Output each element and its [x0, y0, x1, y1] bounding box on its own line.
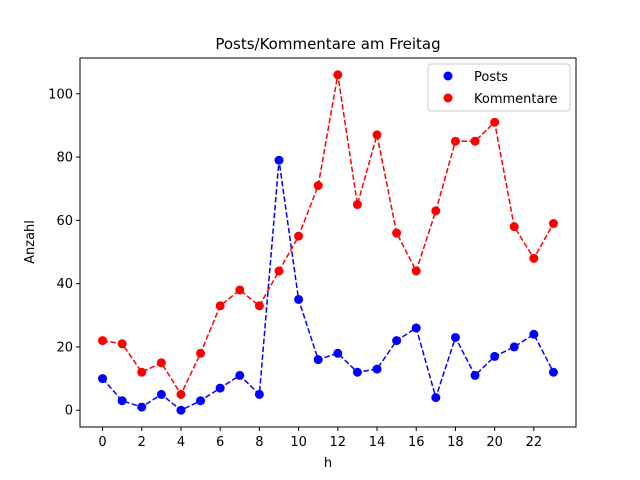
x-tick-label: 14 — [369, 435, 386, 450]
y-tick-label: 80 — [56, 151, 73, 166]
y-tick-label: 20 — [56, 340, 73, 355]
data-point-kommentare — [254, 301, 264, 311]
data-point-posts — [509, 342, 519, 352]
data-point-kommentare — [156, 358, 166, 368]
data-point-posts — [137, 402, 147, 412]
data-point-kommentare — [98, 336, 108, 346]
data-point-posts — [333, 348, 343, 358]
data-point-posts — [196, 396, 206, 406]
data-point-kommentare — [196, 348, 206, 358]
data-point-kommentare — [411, 266, 421, 276]
data-point-kommentare — [117, 339, 127, 349]
data-point-kommentare — [392, 228, 402, 238]
data-point-posts — [352, 367, 362, 377]
x-tick-label: 20 — [486, 435, 503, 450]
data-point-kommentare — [137, 367, 147, 377]
x-tick-label: 10 — [290, 435, 307, 450]
data-point-posts — [156, 389, 166, 399]
series-layer — [98, 70, 558, 415]
x-axis-label: h — [324, 456, 332, 471]
data-point-posts — [548, 367, 558, 377]
data-point-posts — [470, 370, 480, 380]
x-tick-label: 8 — [255, 435, 263, 450]
data-point-kommentare — [352, 200, 362, 210]
chart-title: Posts/Kommentare am Freitag — [215, 35, 440, 53]
x-tick-label: 0 — [98, 435, 106, 450]
data-point-kommentare — [431, 206, 441, 216]
data-point-posts — [235, 370, 245, 380]
data-point-kommentare — [215, 301, 225, 311]
y-axis-label: Anzahl — [23, 220, 38, 264]
data-point-posts — [313, 355, 323, 365]
plot-frame — [79, 57, 577, 428]
legend-marker-posts — [443, 71, 453, 81]
data-point-posts — [411, 323, 421, 333]
data-point-kommentare — [313, 181, 323, 191]
legend-box — [427, 63, 571, 112]
series-line-posts — [101, 160, 555, 412]
legend-label-kommentare: Kommentare — [474, 92, 558, 107]
x-tick-label: 2 — [138, 435, 146, 450]
y-tick-label: 60 — [56, 214, 73, 229]
data-point-kommentare — [509, 222, 519, 232]
x-tick-label: 12 — [330, 435, 347, 450]
data-point-posts — [215, 383, 225, 393]
x-tick-label: 6 — [216, 435, 224, 450]
legend-marker-kommentare — [443, 93, 453, 103]
data-point-kommentare — [333, 70, 343, 80]
data-point-posts — [98, 374, 108, 384]
x-axis: 0 2 4 6 8 10 12 14 16 18 20 22 — [98, 427, 542, 450]
series-line-kommentare — [102, 74, 555, 396]
data-point-posts — [294, 294, 304, 304]
y-tick-label: 40 — [56, 277, 73, 292]
data-point-posts — [490, 351, 500, 361]
x-tick-label: 22 — [526, 435, 543, 450]
y-axis: 0 20 40 60 80 100 — [48, 87, 80, 419]
x-tick-label: 18 — [447, 435, 464, 450]
data-point-posts — [431, 393, 441, 403]
data-point-posts — [450, 332, 460, 342]
data-point-kommentare — [470, 136, 480, 146]
data-point-posts — [372, 364, 382, 374]
data-point-posts — [392, 336, 402, 346]
legend: Posts Kommentare — [427, 63, 571, 112]
data-point-kommentare — [294, 231, 304, 241]
data-point-kommentare — [450, 136, 460, 146]
data-point-kommentare — [176, 389, 186, 399]
data-point-posts — [176, 405, 186, 415]
x-tick-label: 4 — [177, 435, 185, 450]
plot-area — [79, 57, 577, 428]
data-point-posts — [117, 396, 127, 406]
x-tick-label: 16 — [408, 435, 425, 450]
data-point-kommentare — [529, 253, 539, 263]
data-point-posts — [529, 329, 539, 339]
data-point-kommentare — [490, 117, 500, 127]
data-point-kommentare — [548, 219, 558, 229]
data-point-posts — [274, 155, 284, 165]
data-point-kommentare — [274, 266, 284, 276]
data-point-kommentare — [372, 130, 382, 140]
y-tick-label: 100 — [48, 87, 73, 102]
legend-label-posts: Posts — [474, 70, 508, 85]
data-point-kommentare — [235, 285, 245, 295]
data-point-posts — [254, 389, 264, 399]
y-tick-label: 0 — [65, 404, 73, 419]
